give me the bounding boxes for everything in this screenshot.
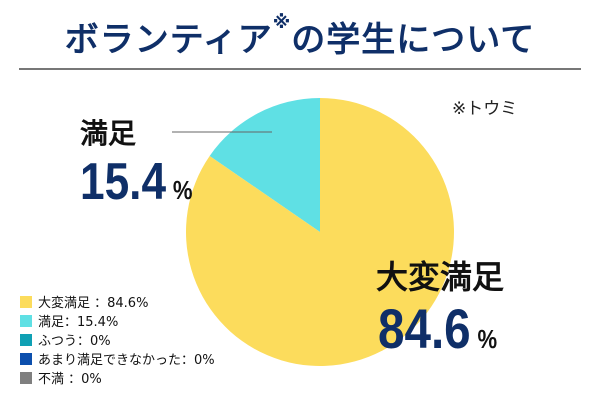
legend-item: ふつう：0%	[20, 330, 215, 349]
legend-swatch	[20, 333, 32, 346]
satisfied-label: 満足	[80, 117, 137, 150]
legend-item: 不満 ：0%	[20, 368, 215, 387]
source-note: ※トウミ	[452, 99, 518, 119]
legend-label: 満足：15.4%	[38, 315, 119, 330]
legend-label: ふつう：0%	[38, 334, 111, 349]
pie-slice	[185, 98, 454, 366]
very-satisfied-value: 84.6%	[378, 297, 498, 360]
legend-label: 大変満足 ：84.6%	[38, 296, 149, 311]
legend-swatch	[20, 352, 32, 365]
legend: 大変満足 ：84.6% 満足：15.4% ふつう：0% あまり満足できなかった：0% 不…	[20, 292, 215, 387]
legend-swatch	[20, 371, 32, 384]
legend-item: 満足：15.4%	[20, 311, 215, 330]
divider	[19, 68, 581, 70]
legend-label: 不満 ：0%	[38, 372, 102, 387]
satisfied-value: 15.4%	[80, 153, 193, 211]
legend-item: 大変満足 ：84.6%	[20, 292, 215, 311]
very-satisfied-label: 大変満足	[376, 258, 505, 296]
legend-swatch	[20, 314, 32, 327]
legend-swatch	[20, 295, 32, 308]
legend-label: あまり満足できなかった：0%	[38, 353, 215, 368]
page-title: ボランティア※の学生について	[64, 12, 536, 60]
legend-item: あまり満足できなかった：0%	[20, 349, 215, 368]
